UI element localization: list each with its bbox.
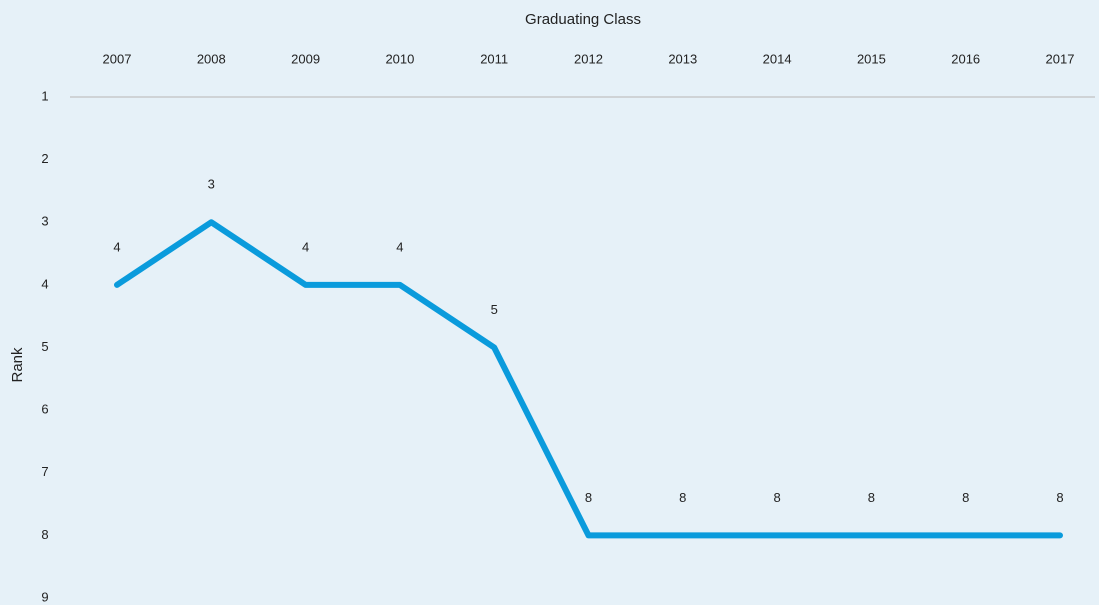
x-tick-label: 2007 — [103, 51, 132, 66]
data-label: 8 — [962, 490, 969, 505]
x-tick-label: 2017 — [1046, 51, 1075, 66]
data-label: 8 — [679, 490, 686, 505]
y-tick-label: 5 — [41, 339, 48, 354]
chart-title: Graduating Class — [525, 11, 641, 28]
data-label: 4 — [113, 239, 120, 254]
data-label: 8 — [1056, 490, 1063, 505]
data-label: 8 — [773, 490, 780, 505]
x-tick-label: 2010 — [385, 51, 414, 66]
data-label: 5 — [491, 302, 498, 317]
y-tick-label: 1 — [41, 88, 48, 103]
x-tick-label: 2013 — [668, 51, 697, 66]
data-label: 4 — [396, 239, 403, 254]
y-tick-label: 4 — [41, 276, 48, 291]
y-axis-label: Rank — [9, 347, 26, 383]
x-tick-label: 2012 — [574, 51, 603, 66]
x-tick-label: 2014 — [763, 51, 792, 66]
y-tick-label: 9 — [41, 589, 48, 604]
x-tick-label: 2009 — [291, 51, 320, 66]
y-tick-label: 3 — [41, 214, 48, 229]
y-tick-label: 8 — [41, 527, 48, 542]
y-tick-label: 6 — [41, 402, 48, 417]
data-label: 4 — [302, 239, 309, 254]
y-tick-label: 2 — [41, 151, 48, 166]
line — [114, 219, 1063, 539]
x-tick-label: 2011 — [480, 51, 508, 66]
x-tick-label: 2008 — [197, 51, 226, 66]
x-tick-label: 2016 — [951, 51, 980, 66]
y-tick-label: 7 — [41, 464, 48, 479]
data-label: 3 — [208, 177, 215, 192]
data-label: 8 — [585, 490, 592, 505]
x-tick-label: 2015 — [857, 51, 886, 66]
data-label: 8 — [868, 490, 875, 505]
